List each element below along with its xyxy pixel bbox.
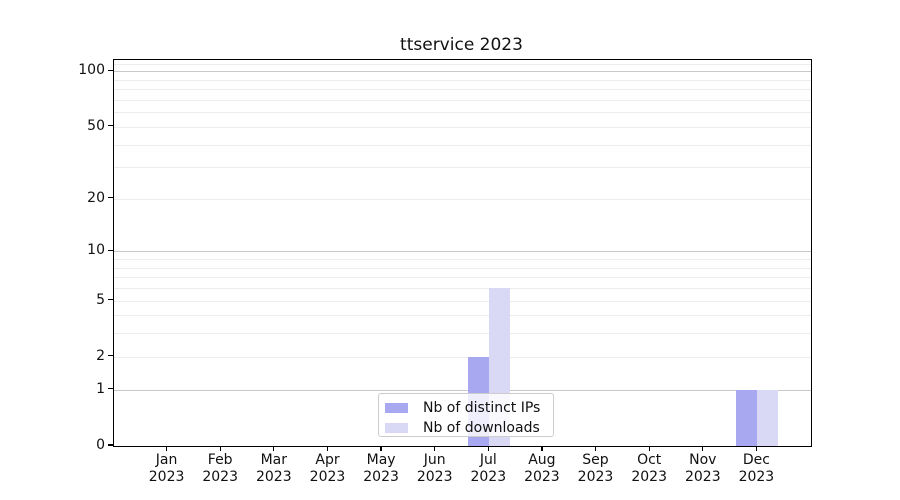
x-tick-year-jul: 2023 <box>470 468 507 485</box>
x-tick-label-jul: Jul 2023 <box>456 452 520 485</box>
x-tick-month-apr: Apr <box>315 452 340 468</box>
gridline-minor-6 <box>114 288 811 289</box>
gridline-minor-60 <box>114 112 811 114</box>
x-tick-mark-feb <box>219 446 221 451</box>
gridline-minor-4 <box>114 315 811 317</box>
y-tick-mark-1 <box>108 388 113 390</box>
gridline-minor-2 <box>114 356 811 358</box>
x-tick-year-feb: 2023 <box>202 468 238 485</box>
x-tick-mark-jan <box>165 446 168 451</box>
x-tick-mark-jul <box>487 446 489 451</box>
gridline-minor-40 <box>114 144 811 146</box>
x-tick-label-jan: Jan 2023 <box>135 452 199 485</box>
y-tick-label-100: 100 <box>78 62 105 79</box>
x-tick-label-nov: Nov 2023 <box>671 452 735 485</box>
gridline-minor-9 <box>114 259 811 260</box>
x-tick-year-mar: 2023 <box>255 468 292 485</box>
x-tick-year-jan: 2023 <box>148 468 185 485</box>
gridline-minor-5 <box>114 300 811 302</box>
x-tick-year-dec: 2023 <box>738 468 775 485</box>
y-tick-mark-5 <box>108 298 113 301</box>
x-tick-label-dec: Dec 2023 <box>724 452 788 485</box>
y-tick-mark-50 <box>108 125 113 127</box>
y-tick-label-5: 5 <box>96 291 105 308</box>
x-tick-year-apr: 2023 <box>309 468 346 485</box>
x-tick-label-sep: Sep 2023 <box>564 452 628 485</box>
y-tick-label-10: 10 <box>87 242 105 259</box>
y-tick-mark-2 <box>108 355 113 357</box>
bars-layer <box>114 60 811 446</box>
gridline-major-1 <box>114 389 811 391</box>
bar-nb-of-distinct-ips-dec <box>736 389 758 446</box>
x-tick-mark-nov <box>702 446 704 451</box>
x-tick-label-oct: Oct 2023 <box>617 452 681 485</box>
gridline-minor-8 <box>114 267 811 269</box>
gridline-minor-3 <box>114 333 811 335</box>
x-tick-month-feb: Feb <box>207 452 233 468</box>
legend-swatch-distinct-ips <box>385 403 408 413</box>
x-tick-year-may: 2023 <box>363 468 399 485</box>
gridline-minor-70 <box>114 99 811 101</box>
x-tick-month-mar: Mar <box>260 452 287 468</box>
y-tick-mark-20 <box>108 197 113 199</box>
y-tick-label-2: 2 <box>96 347 105 364</box>
gridline-minor-80 <box>114 89 811 91</box>
x-tick-year-sep: 2023 <box>577 468 614 485</box>
x-tick-month-aug: Aug <box>528 452 556 468</box>
x-tick-mark-mar <box>273 446 275 451</box>
legend-item-distinct-ips: Nb of distinct IPs <box>385 398 553 418</box>
legend-item-downloads: Nb of downloads <box>385 418 553 438</box>
x-tick-month-jun: Jun <box>423 452 446 468</box>
legend-label-distinct-ips: Nb of distinct IPs <box>423 400 541 416</box>
x-tick-mark-apr <box>326 446 329 451</box>
plot-area <box>113 59 812 447</box>
gridline-minor-30 <box>114 167 811 169</box>
y-tick-mark-100 <box>108 69 113 71</box>
x-tick-mark-dec <box>755 446 758 451</box>
y-tick-mark-0 <box>108 444 113 446</box>
bar-nb-of-downloads-dec <box>757 389 779 446</box>
x-tick-year-jun: 2023 <box>416 468 453 485</box>
y-tick-label-0: 0 <box>96 437 105 453</box>
legend-label-downloads: Nb of downloads <box>423 420 540 436</box>
x-tick-label-apr: Apr 2023 <box>296 452 360 485</box>
x-tick-month-oct: Oct <box>637 452 662 468</box>
x-tick-mark-aug <box>541 446 543 451</box>
x-tick-label-mar: Mar 2023 <box>242 452 306 485</box>
x-tick-mark-jun <box>434 446 436 451</box>
legend-swatch-downloads <box>385 423 408 433</box>
x-tick-year-oct: 2023 <box>631 468 667 485</box>
gridline-minor-110 <box>114 63 811 65</box>
x-tick-mark-oct <box>648 446 650 451</box>
gridline-minor-50 <box>114 126 811 128</box>
gridlines-layer <box>114 60 811 446</box>
y-tick-label-1: 1 <box>96 380 105 397</box>
x-tick-month-sep: Sep <box>582 452 609 468</box>
x-tick-month-jul: Jul <box>479 452 497 468</box>
gridline-minor-90 <box>114 79 811 81</box>
legend: Nb of distinct IPs Nb of downloads <box>378 393 554 437</box>
x-tick-mark-may <box>380 446 382 451</box>
y-tick-mark-10 <box>108 249 113 251</box>
x-tick-label-jun: Jun 2023 <box>403 452 467 485</box>
y-tick-label-50: 50 <box>87 117 105 134</box>
x-tick-month-dec: Dec <box>742 452 770 468</box>
x-tick-label-aug: Aug 2023 <box>510 452 574 485</box>
x-tick-mark-sep <box>594 446 597 451</box>
gridline-minor-20 <box>114 198 811 200</box>
x-tick-year-nov: 2023 <box>684 468 721 485</box>
gridline-major-100 <box>114 71 811 73</box>
x-tick-label-feb: Feb 2023 <box>188 452 252 485</box>
chart-title: ttservice 2023 <box>400 35 523 55</box>
gridline-minor-7 <box>114 277 811 279</box>
y-tick-label-20: 20 <box>87 189 105 206</box>
x-tick-month-jan: Jan <box>155 452 178 468</box>
x-tick-month-may: May <box>366 452 396 468</box>
x-tick-month-nov: Nov <box>689 452 717 468</box>
x-tick-year-aug: 2023 <box>524 468 560 485</box>
x-tick-label-may: May 2023 <box>349 452 413 485</box>
gridline-major-10 <box>114 251 811 253</box>
